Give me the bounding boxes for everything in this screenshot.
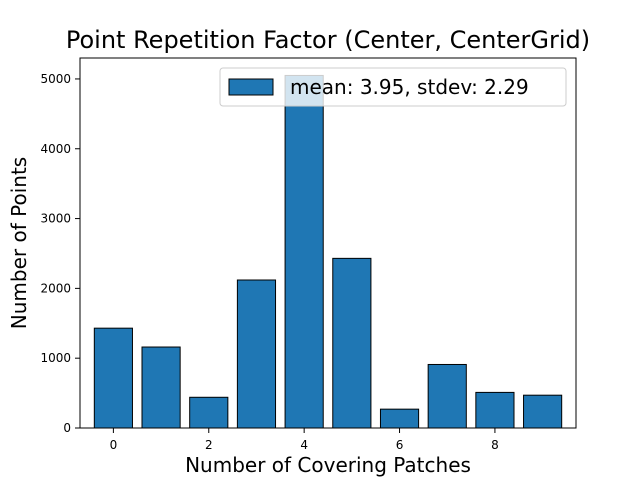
bar-3	[236, 279, 277, 429]
y-axis-ticks: 0 1000 2000 3000 4000 5000	[40, 72, 80, 435]
bars-group	[93, 74, 563, 429]
bar-1	[141, 346, 181, 429]
bar-9	[523, 394, 563, 429]
x-tick-label: 8	[491, 438, 499, 452]
x-tick-label: 2	[205, 438, 213, 452]
x-tick-label: 6	[396, 438, 404, 452]
y-tick-label: 1000	[40, 351, 71, 365]
legend: mean: 3.95, stdev: 2.29	[219, 67, 567, 107]
bar-0	[93, 327, 133, 429]
y-tick-label: 5000	[40, 72, 71, 86]
y-tick-label: 3000	[40, 212, 71, 226]
bar-8	[475, 391, 515, 429]
bar-4	[284, 74, 324, 429]
x-axis-label: Number of Covering Patches	[185, 453, 471, 477]
y-tick-label: 4000	[40, 142, 71, 156]
x-tick-label: 4	[300, 438, 308, 452]
chart-title: Point Repetition Factor (Center, CenterG…	[66, 26, 590, 54]
legend-swatch	[228, 78, 274, 96]
y-tick-label: 0	[63, 421, 71, 435]
y-tick-label: 2000	[40, 281, 71, 295]
x-axis-ticks: 0 2 4 6 8	[110, 428, 499, 452]
bar-7	[427, 363, 467, 429]
legend-box	[219, 67, 567, 107]
bar-6	[379, 408, 420, 429]
legend-label: mean: 3.95, stdev: 2.29	[290, 75, 529, 99]
bar-5	[332, 257, 372, 429]
plot-frame	[79, 57, 577, 429]
bar-2	[189, 396, 229, 429]
x-tick-label: 0	[110, 438, 118, 452]
y-axis-label: Number of Points	[7, 157, 31, 329]
